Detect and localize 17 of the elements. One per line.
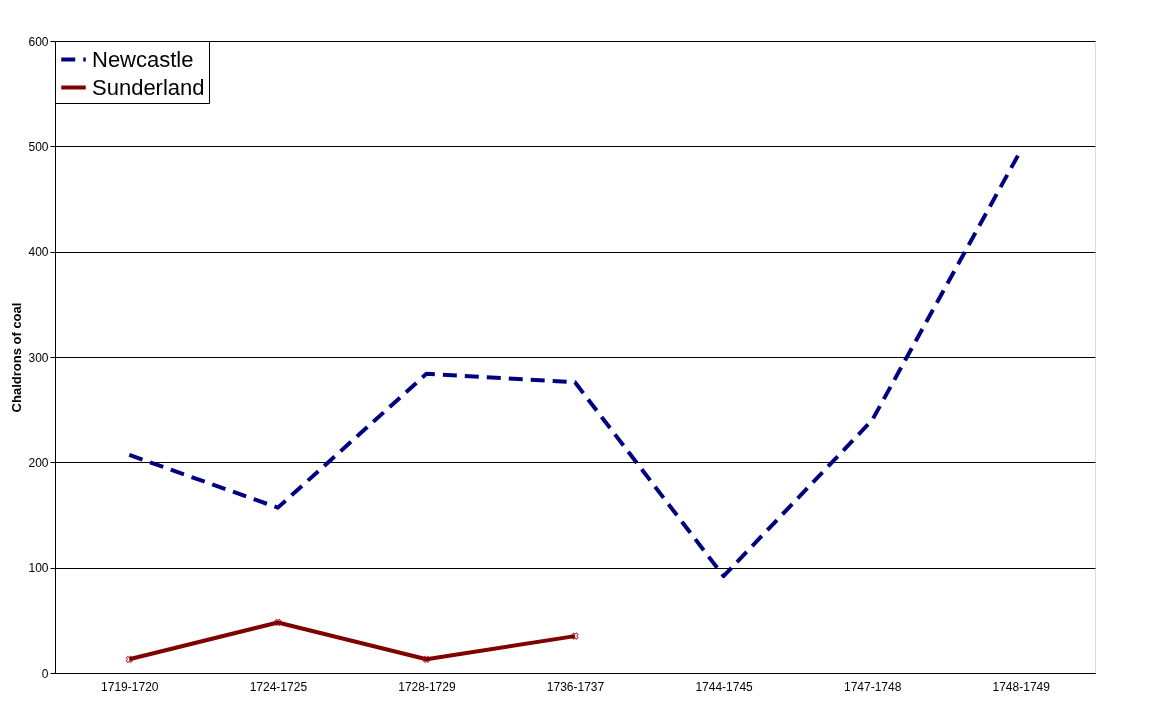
y-tick-label: 500 [28, 139, 49, 154]
y-tick-label: 100 [28, 561, 49, 576]
y-tick-label: 0 [41, 666, 49, 681]
x-tick-label: 1719-1720 [101, 679, 159, 694]
x-tick-label: 1747-1748 [843, 679, 902, 694]
y-axis-title: Chaldrons of coal [9, 302, 25, 413]
y-tick-label: 400 [28, 245, 49, 260]
x-tick-label: 1728-1729 [398, 679, 456, 694]
y-tick-label: 200 [28, 455, 49, 470]
legend-label: Sunderland [92, 74, 205, 100]
x-tick-label: 1744-1745 [695, 679, 754, 694]
x-tick-label: 1748-1749 [992, 679, 1051, 694]
x-tick-label: 1724-1725 [249, 679, 308, 694]
y-tick-label: 300 [28, 350, 49, 365]
x-tick-label: 1736-1737 [546, 679, 605, 694]
y-tick-label: 600 [28, 34, 49, 49]
legend-label: Newcastle [92, 46, 194, 72]
